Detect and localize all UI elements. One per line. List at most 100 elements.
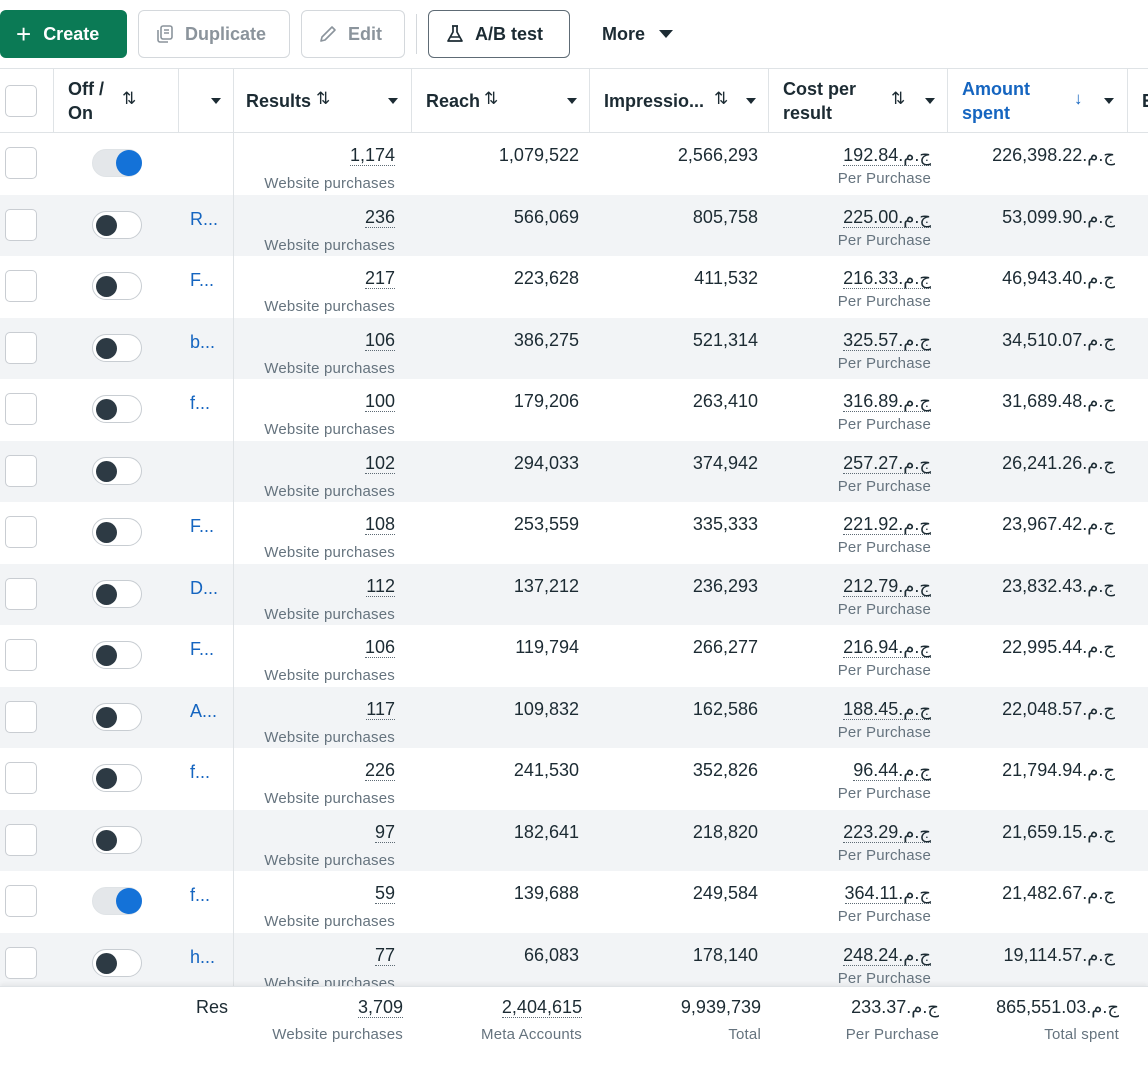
on-off-toggle[interactable] xyxy=(92,395,142,423)
row-checkbox[interactable] xyxy=(5,639,37,671)
chevron-down-icon[interactable] xyxy=(567,98,577,104)
cost-per-result-value[interactable]: ج.م.257.27 xyxy=(843,452,931,474)
ad-name-link[interactable]: f... xyxy=(190,393,211,413)
row-checkbox[interactable] xyxy=(5,885,37,917)
cost-per-result-value[interactable]: ج.م.325.57 xyxy=(843,329,931,351)
table-row[interactable]: D... 112 Website purchases 137,212 236,293 ج.… xyxy=(0,563,1148,625)
results-value[interactable]: 112 xyxy=(366,575,395,597)
on-off-toggle[interactable] xyxy=(92,149,142,177)
column-impressions[interactable]: Impressio... ⇅ xyxy=(590,69,769,133)
row-checkbox[interactable] xyxy=(5,762,37,794)
chevron-down-icon[interactable] xyxy=(746,98,756,104)
table-row[interactable]: h... 77 Website purchases 66,083 178,140 ج.م.… xyxy=(0,932,1148,994)
on-off-toggle[interactable] xyxy=(92,272,142,300)
ad-name-link[interactable]: R... xyxy=(190,208,219,229)
cost-per-result-value[interactable]: ج.م.221.92 xyxy=(843,514,931,535)
ad-name-link[interactable]: f... xyxy=(190,885,211,905)
row-checkbox[interactable] xyxy=(5,577,37,610)
results-value[interactable]: 106 xyxy=(364,637,395,658)
table-row[interactable]: 1,174 Website purchases 1,079,522 2,566,293… xyxy=(0,133,1148,195)
select-all-checkbox[interactable] xyxy=(5,85,37,117)
row-checkbox[interactable] xyxy=(5,331,37,364)
on-off-toggle[interactable] xyxy=(92,456,142,485)
chevron-down-icon[interactable] xyxy=(925,98,935,104)
results-value[interactable]: 1,174 xyxy=(349,145,395,166)
table-row[interactable]: F... 217 Website purchases 223,628 411,532 ج.… xyxy=(0,256,1148,318)
table-row[interactable]: f... 226 Website purchases 241,530 352,826 ج.… xyxy=(0,748,1148,810)
results-value[interactable]: 102 xyxy=(364,452,395,474)
results-value[interactable]: 117 xyxy=(366,698,395,720)
table-row[interactable]: f... 100 Website purchases 179,206 263,410 ج.… xyxy=(0,379,1148,441)
results-value[interactable]: 97 xyxy=(374,821,395,843)
column-cost-per-result[interactable]: Cost per result ⇅ xyxy=(769,69,948,133)
ad-name-link[interactable]: h... xyxy=(190,946,216,967)
row-checkbox[interactable] xyxy=(5,946,37,979)
cost-per-result-value[interactable]: ج.م.96.44 xyxy=(853,760,931,781)
results-value[interactable]: 217 xyxy=(364,268,395,289)
results-value[interactable]: 226 xyxy=(364,760,395,781)
column-results[interactable]: Results ⇅ xyxy=(234,69,412,133)
totals-reach[interactable]: 2,404,615 xyxy=(501,997,582,1018)
on-off-toggle[interactable] xyxy=(92,333,142,362)
cost-per-result-value[interactable]: ج.م.225.00 xyxy=(843,206,931,228)
table-row[interactable]: 97 Website purchases 182,641 218,820 ج.م.223… xyxy=(0,809,1148,871)
cost-per-result-value[interactable]: ج.م.192.84 xyxy=(843,145,931,166)
cost-per-result-value[interactable]: ج.م.216.33 xyxy=(843,268,931,289)
column-overflow[interactable]: E xyxy=(1128,69,1148,133)
arrow-down-icon[interactable]: ↓ xyxy=(1074,89,1083,108)
results-value[interactable]: 100 xyxy=(364,391,395,412)
edit-button[interactable]: Edit xyxy=(301,10,405,58)
row-checkbox[interactable] xyxy=(5,270,37,302)
chevron-down-icon[interactable] xyxy=(1104,98,1114,104)
ad-name-link[interactable]: F... xyxy=(190,639,215,659)
chevron-down-icon[interactable] xyxy=(388,98,398,104)
on-off-toggle[interactable] xyxy=(92,948,142,977)
column-reach[interactable]: Reach ⇅ xyxy=(412,69,590,133)
row-checkbox[interactable] xyxy=(5,208,37,241)
table-row[interactable]: f... 59 Website purchases 139,688 249,584 ج.م… xyxy=(0,871,1148,933)
table-row[interactable]: 102 Website purchases 294,033 374,942 ج.م.25… xyxy=(0,440,1148,502)
table-row[interactable]: b... 106 Website purchases 386,275 521,314 ج.… xyxy=(0,317,1148,379)
table-row[interactable]: R... 236 Website purchases 566,069 805,758 ج.… xyxy=(0,194,1148,256)
duplicate-button[interactable]: Duplicate xyxy=(138,10,290,58)
ad-name-link[interactable]: F... xyxy=(190,516,215,536)
row-checkbox[interactable] xyxy=(5,454,37,487)
cost-per-result-value[interactable]: ج.م.316.89 xyxy=(843,391,931,412)
on-off-toggle[interactable] xyxy=(92,579,142,608)
cost-per-result-value[interactable]: ج.م.212.79 xyxy=(843,575,931,597)
cost-per-result-value[interactable]: ج.م.248.24 xyxy=(843,944,931,966)
table-row[interactable]: A... 117 Website purchases 109,832 162,586 ج.… xyxy=(0,686,1148,748)
cost-per-result-value[interactable]: ج.م.188.45 xyxy=(843,698,931,720)
ad-name-link[interactable]: f... xyxy=(190,762,211,782)
ab-test-button[interactable]: A/B test xyxy=(428,10,570,58)
column-off-on[interactable]: Off / On ⇅ xyxy=(54,69,179,133)
results-value[interactable]: 77 xyxy=(374,944,395,966)
sort-arrows-icon[interactable]: ⇅ xyxy=(316,89,331,108)
column-name[interactable] xyxy=(179,69,234,133)
sort-arrows-icon[interactable]: ⇅ xyxy=(714,89,729,108)
on-off-toggle[interactable] xyxy=(92,887,142,915)
column-amount-spent[interactable]: Amount spent ↓ xyxy=(948,69,1128,133)
row-checkbox[interactable] xyxy=(5,823,37,856)
on-off-toggle[interactable] xyxy=(92,641,142,669)
more-button[interactable]: More xyxy=(588,10,688,58)
on-off-toggle[interactable] xyxy=(92,702,142,731)
ad-name-link[interactable]: D... xyxy=(190,577,219,598)
cost-per-result-value[interactable]: ج.م.223.29 xyxy=(843,821,931,843)
table-row[interactable]: F... 106 Website purchases 119,794 266,277 ج.… xyxy=(0,625,1148,687)
results-value[interactable]: 108 xyxy=(364,514,395,535)
chevron-down-icon[interactable] xyxy=(211,98,221,104)
cost-per-result-value[interactable]: ج.م.364.11 xyxy=(844,883,931,904)
totals-results[interactable]: 3,709 xyxy=(357,997,403,1018)
ad-name-link[interactable]: b... xyxy=(190,331,216,352)
ad-name-link[interactable]: A... xyxy=(190,700,218,721)
on-off-toggle[interactable] xyxy=(92,825,142,854)
create-button[interactable]: + Create xyxy=(0,10,127,58)
results-value[interactable]: 59 xyxy=(374,883,395,904)
row-checkbox[interactable] xyxy=(5,393,37,425)
row-checkbox[interactable] xyxy=(5,147,37,179)
sort-arrows-icon[interactable]: ⇅ xyxy=(484,89,499,108)
on-off-toggle[interactable] xyxy=(92,518,142,546)
row-checkbox[interactable] xyxy=(5,516,37,548)
results-value[interactable]: 236 xyxy=(364,206,395,228)
